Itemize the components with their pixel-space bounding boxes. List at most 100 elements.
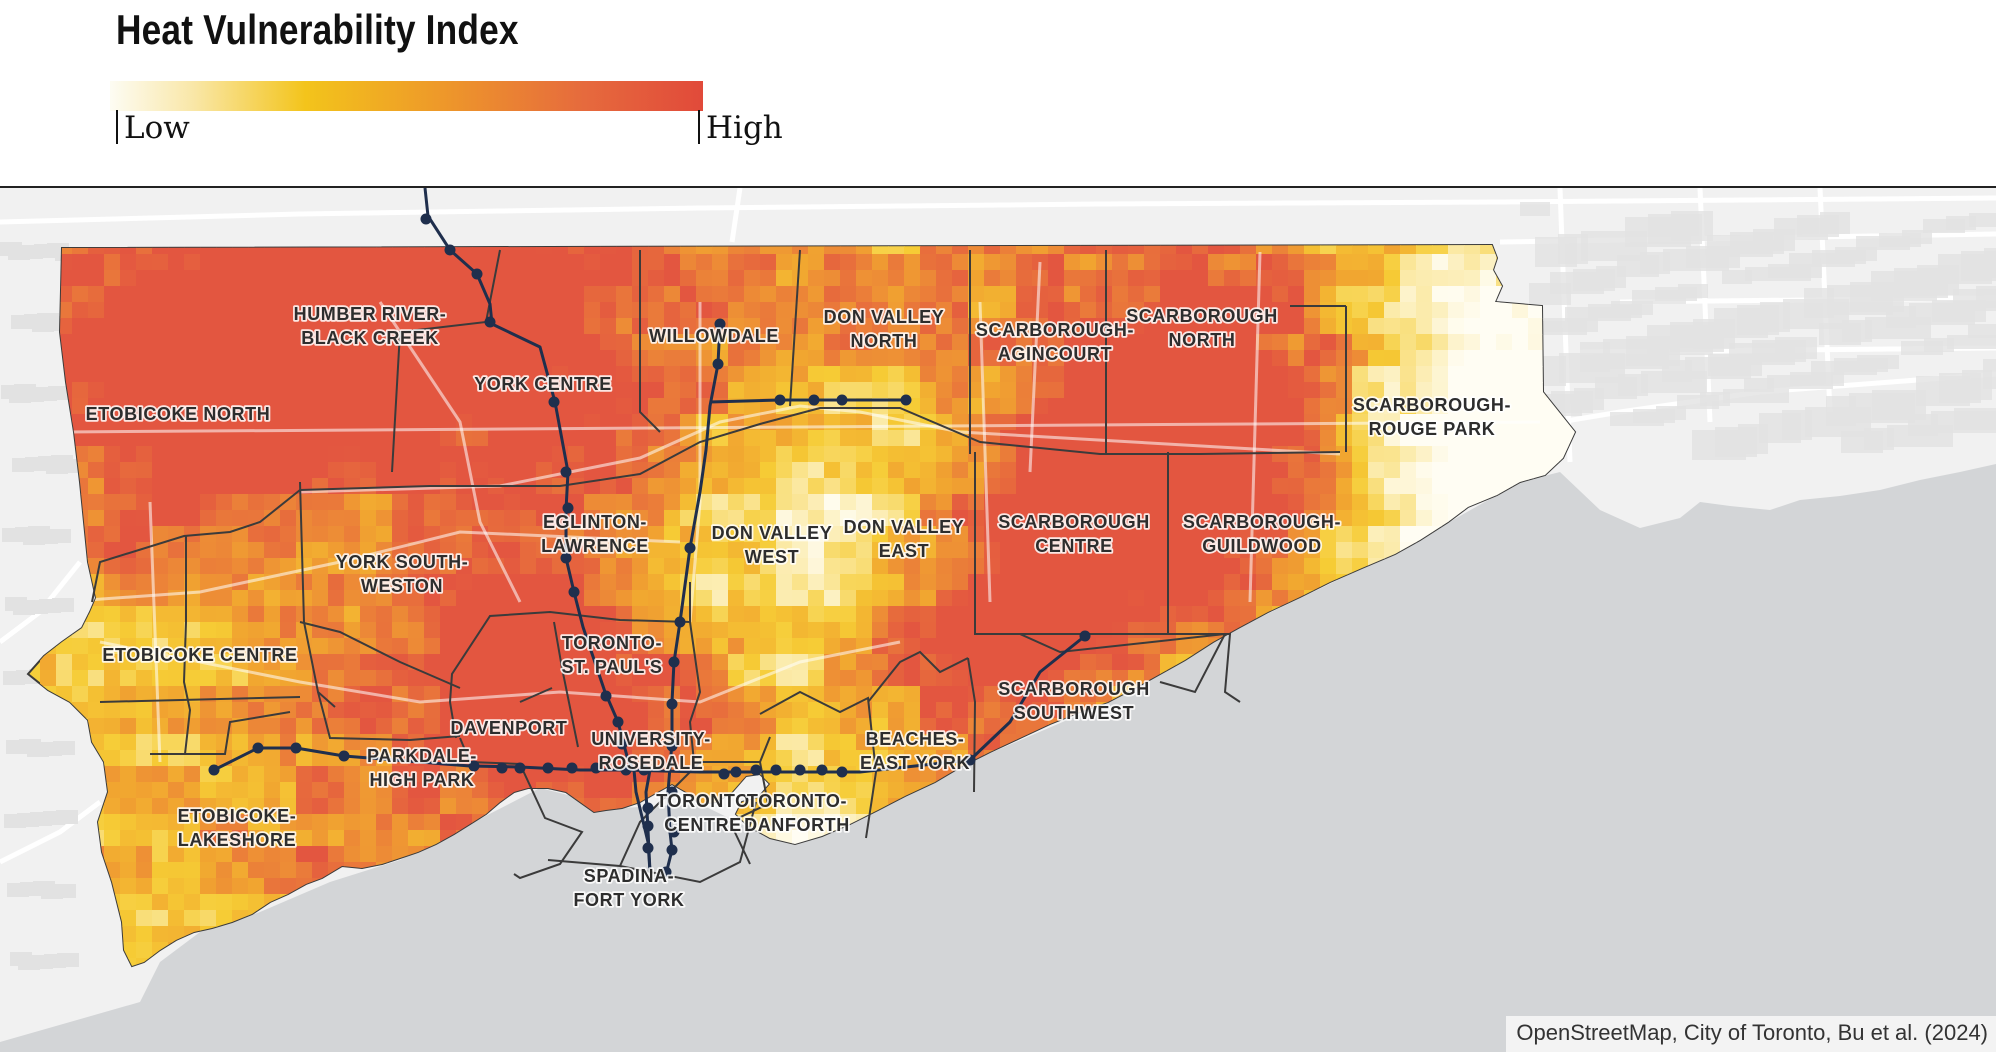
heat-cell xyxy=(184,734,201,751)
heat-cell xyxy=(1128,414,1145,431)
heat-cell xyxy=(1336,245,1353,255)
heat-cell xyxy=(232,654,249,671)
heat-cell xyxy=(616,382,633,399)
heat-cell xyxy=(904,446,921,463)
heat-cell xyxy=(1272,542,1289,559)
heat-cell xyxy=(328,702,345,719)
heat-cell xyxy=(744,718,761,735)
heat-cell xyxy=(1224,478,1241,495)
heat-cell xyxy=(584,718,601,735)
heat-cell xyxy=(232,382,249,399)
heat-cell xyxy=(248,542,265,559)
district-label-scarborough-agincourt: SCARBOROUGH-AGINCOURT xyxy=(976,320,1134,364)
heat-cell xyxy=(1000,702,1017,719)
heat-cell xyxy=(200,350,217,367)
heat-cell xyxy=(936,622,953,639)
heat-cell xyxy=(440,782,457,799)
heat-cell xyxy=(552,245,569,255)
heat-cell xyxy=(872,702,889,719)
heat-cell xyxy=(1384,462,1401,479)
heat-cell xyxy=(984,638,1001,655)
heat-cell xyxy=(264,334,281,351)
heat-cell xyxy=(712,702,729,719)
heat-cell xyxy=(696,382,713,399)
heat-cell xyxy=(840,430,857,447)
subway-station xyxy=(208,764,220,776)
heat-cell xyxy=(504,286,521,303)
heat-cell xyxy=(568,654,585,671)
heat-cell xyxy=(520,318,537,335)
district-label-line: SCARBOROUGH- xyxy=(1183,512,1341,532)
heat-cell xyxy=(1256,494,1273,511)
heat-cell xyxy=(712,462,729,479)
heat-cell xyxy=(328,414,345,431)
heat-cell xyxy=(376,350,393,367)
heat-cell xyxy=(88,302,105,319)
subway-station xyxy=(774,394,786,406)
heat-cell xyxy=(456,766,473,783)
building-block xyxy=(27,743,49,757)
heat-cell xyxy=(1176,286,1193,303)
building-block xyxy=(1842,320,1872,342)
heat-cell xyxy=(632,510,649,527)
heat-cell xyxy=(1032,558,1049,575)
heat-cell xyxy=(792,558,809,575)
heat-cell xyxy=(760,574,777,591)
heat-cell xyxy=(616,430,633,447)
heat-cell xyxy=(728,462,745,479)
district-label-line: TORONTO- xyxy=(562,633,662,653)
toronto-heat-map[interactable]: HUMBER RIVER-BLACK CREEK WILLOWDALE DON VA… xyxy=(0,186,1996,1052)
heat-cell xyxy=(632,734,649,751)
heat-cell xyxy=(776,750,793,767)
district-label-line: SCARBOROUGH xyxy=(1126,306,1278,326)
heat-cell xyxy=(248,350,265,367)
heat-cell xyxy=(1352,478,1369,495)
heat-cell xyxy=(1528,302,1545,319)
heat-cell xyxy=(856,245,873,255)
heat-cell xyxy=(568,286,585,303)
heat-cell xyxy=(808,718,825,735)
heat-cell xyxy=(648,398,665,415)
heat-cell xyxy=(1032,574,1049,591)
district-label-york-south-weston: YORK SOUTH-WESTON xyxy=(336,552,469,596)
heat-cell xyxy=(808,334,825,351)
heat-cell xyxy=(1128,245,1145,255)
heat-cell xyxy=(1400,318,1417,335)
heat-cell xyxy=(1480,334,1497,351)
heat-cell xyxy=(168,398,185,415)
heat-cell xyxy=(104,734,121,751)
heat-cell xyxy=(1240,366,1257,383)
heat-cell xyxy=(904,734,921,751)
heat-cell xyxy=(696,734,713,751)
heat-cell xyxy=(1096,574,1113,591)
heat-cell xyxy=(184,270,201,287)
heat-cell xyxy=(1320,494,1337,511)
heat-cell xyxy=(504,654,521,671)
heat-cell xyxy=(648,526,665,543)
heat-cell xyxy=(1000,494,1017,511)
heat-cell xyxy=(1144,574,1161,591)
district-label-line: BLACK CREEK xyxy=(301,328,439,348)
heat-cell xyxy=(392,750,409,767)
heat-cell xyxy=(1080,462,1097,479)
heat-cell xyxy=(1048,542,1065,559)
heat-cell xyxy=(632,638,649,655)
heat-cell xyxy=(1368,542,1385,559)
heat-cell xyxy=(168,814,185,831)
heat-cell xyxy=(440,302,457,319)
heat-cell xyxy=(408,590,425,607)
heat-cell xyxy=(648,430,665,447)
heat-cell xyxy=(824,510,841,527)
heat-cell xyxy=(88,430,105,447)
heat-cell xyxy=(216,254,233,271)
heat-cell xyxy=(920,245,937,255)
heat-cell xyxy=(1400,245,1417,255)
heat-cell xyxy=(728,734,745,751)
heat-cell xyxy=(872,270,889,287)
heat-cell xyxy=(1192,414,1209,431)
heat-cell xyxy=(920,702,937,719)
heat-cell xyxy=(744,366,761,383)
heat-cell xyxy=(520,638,537,655)
heat-cell xyxy=(808,814,825,831)
heat-cell xyxy=(632,718,649,735)
